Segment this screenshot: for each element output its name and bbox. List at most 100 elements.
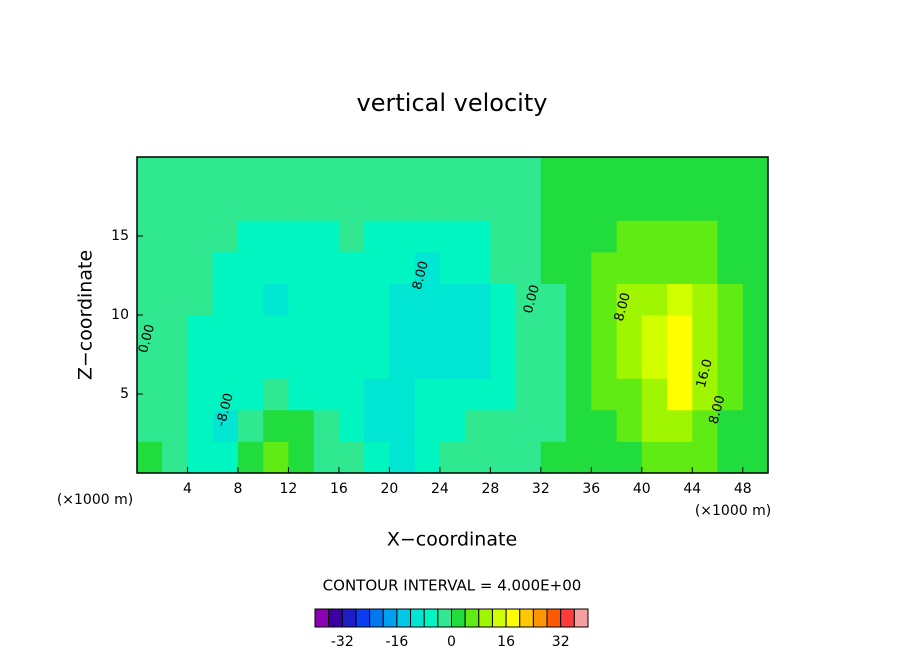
field-cell: [667, 409, 693, 442]
colorbar-tick-label: 0: [447, 634, 456, 650]
field-cell: [591, 251, 618, 284]
field-cell: [137, 188, 163, 221]
field-cell: [591, 441, 618, 474]
field-cell: [137, 157, 163, 190]
field-cell: [162, 157, 188, 190]
field-cell: [667, 157, 693, 190]
field-cell: [187, 441, 214, 474]
field-cell: [641, 251, 668, 284]
field-cell: [364, 283, 390, 316]
field-cell: [389, 441, 416, 474]
field-cell: [717, 188, 744, 221]
field-cell: [439, 441, 466, 474]
field-cell: [313, 157, 340, 190]
field-cell: [515, 220, 542, 253]
colorbar-box: [396, 608, 412, 628]
field-cell: [263, 315, 289, 348]
field-cell: [515, 188, 542, 221]
field-cell: [439, 409, 466, 442]
field-cell: [263, 220, 289, 253]
contour-label: 8.00: [612, 291, 634, 323]
field-cell: [641, 409, 668, 442]
x-unit-label: (×1000 m): [695, 503, 771, 519]
field-cell: [288, 315, 315, 348]
colorbar-box: [560, 608, 575, 628]
field-cell: [389, 378, 416, 411]
field-cell: [439, 378, 466, 411]
field-cell: [389, 188, 416, 221]
field-cell: [591, 188, 618, 221]
field-cell: [742, 378, 769, 411]
field-cell: [566, 188, 592, 221]
field-cell: [263, 283, 289, 316]
field-cell: [692, 157, 719, 190]
field-cell: [187, 346, 214, 379]
field-cell: [338, 441, 365, 474]
field-cell: [288, 157, 315, 190]
colorbar-box: [464, 608, 480, 628]
y-axis-label: Z−coordinate: [75, 250, 97, 380]
field-cell: [591, 220, 618, 253]
field-cell: [313, 441, 340, 474]
field-cell: [389, 220, 416, 253]
field-cell: [540, 188, 567, 221]
colorbar-box: [314, 608, 330, 628]
colorbar-box: [328, 608, 343, 628]
field-cell: [616, 378, 643, 411]
field-cell: [490, 409, 517, 442]
field-cell: [237, 378, 264, 411]
field-cell: [717, 157, 744, 190]
x-tick-label: 16: [330, 481, 348, 497]
field-cell: [591, 315, 618, 348]
colorbar-box: [369, 608, 384, 628]
field-cell: [616, 346, 643, 379]
field-cell: [212, 220, 239, 253]
field-cell: [263, 441, 289, 474]
field-cell: [439, 251, 466, 284]
field-cell: [162, 346, 188, 379]
field-cell: [667, 251, 693, 284]
field-cell: [263, 251, 289, 284]
colorbar-box: [341, 608, 357, 628]
y-tick-label: 15: [111, 228, 129, 244]
field-cell: [717, 441, 744, 474]
field-cell: [616, 441, 643, 474]
x-tick-label: 20: [380, 481, 398, 497]
field-cell: [465, 346, 491, 379]
field-cell: [591, 409, 618, 442]
field-cell: [465, 378, 491, 411]
field-cell: [465, 157, 491, 190]
colorbar-box: [546, 608, 562, 628]
field-cell: [717, 251, 744, 284]
field-cell: [515, 409, 542, 442]
colorbar-box: [437, 608, 453, 628]
field-cell: [616, 157, 643, 190]
field-cell: [414, 251, 441, 284]
field-cell: [717, 283, 744, 316]
field-cell: [212, 315, 239, 348]
field-cell: [490, 188, 517, 221]
field-cell: [465, 251, 491, 284]
field-cell: [414, 441, 441, 474]
field-cell: [465, 188, 491, 221]
field-cell: [338, 188, 365, 221]
field-cell: [742, 251, 769, 284]
field-cell: [566, 283, 592, 316]
field-cell: [667, 441, 693, 474]
field-cell: [490, 251, 517, 284]
field-cell: [364, 378, 390, 411]
field-cell: [389, 283, 416, 316]
colorbar-box: [410, 608, 425, 628]
field-cell: [364, 441, 390, 474]
field-cell: [717, 315, 744, 348]
field-cell: [641, 220, 668, 253]
contour-label: 0.00: [521, 283, 543, 315]
field-cell: [692, 188, 719, 221]
field-cell: [162, 283, 188, 316]
field-cell: [162, 315, 188, 348]
field-cell: [692, 315, 719, 348]
field-cell: [566, 157, 592, 190]
field-cell: [490, 441, 517, 474]
x-tick-label: 48: [734, 481, 752, 497]
x-tick-label: 44: [683, 481, 701, 497]
